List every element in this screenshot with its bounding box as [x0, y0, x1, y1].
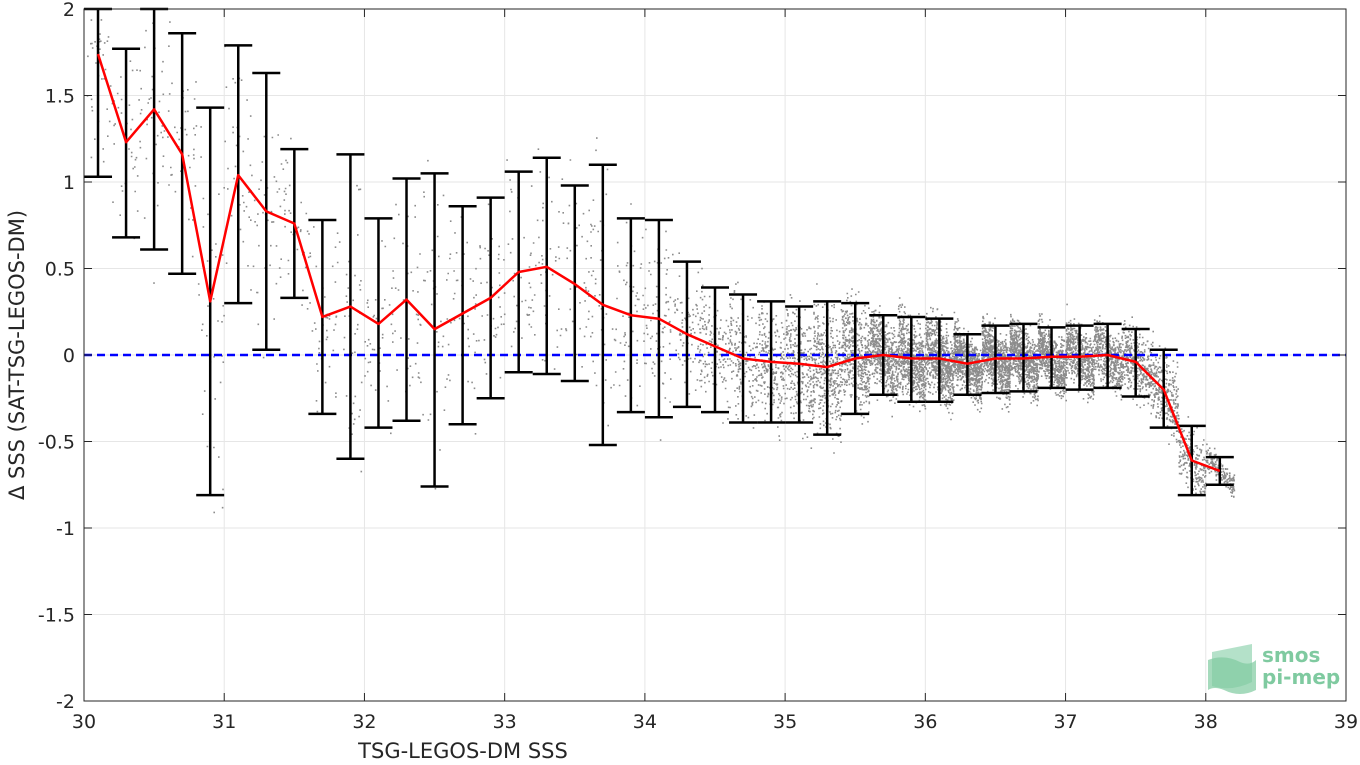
smos-pi-mep-logo: smos pi-mep: [1208, 643, 1340, 694]
x-tick-label: 38: [1194, 711, 1218, 733]
x-tick-label: 33: [493, 711, 517, 733]
x-tick-label: 31: [212, 711, 236, 733]
y-tick-label: 0: [63, 345, 75, 367]
error-bar: [925, 317, 954, 403]
y-tick-label: -0.5: [38, 432, 75, 454]
error-bar: [1205, 455, 1234, 486]
y-tick-label: -1: [56, 518, 75, 540]
x-axis-title: TSG-LEGOS-DM SSS: [357, 739, 568, 763]
x-tick-labels: 30 31 32 33 34 35 36 37 38 39: [72, 711, 1358, 733]
logo-text-line1: smos: [1262, 643, 1320, 667]
x-tick-label: 34: [633, 711, 657, 733]
logo-waves-icon: [1208, 644, 1256, 694]
y-tick-label: -2: [56, 691, 75, 713]
y-axis-title: Δ SSS (SAT-TSG-LEGOS-DM): [5, 210, 29, 500]
scatter-point-cloud: [86, 19, 1236, 514]
y-tick-label: 1.5: [45, 86, 75, 108]
y-tick-label: 2: [63, 0, 75, 21]
y-tick-label: 1: [63, 172, 75, 194]
scatter-points: [86, 19, 1236, 514]
x-tick-label: 37: [1053, 711, 1077, 733]
x-tick-label: 35: [773, 711, 797, 733]
logo-text-line2: pi-mep: [1262, 665, 1340, 689]
mean-line-path: [96, 53, 1221, 473]
x-tick-label: 36: [913, 711, 937, 733]
y-tick-label: 0.5: [45, 259, 75, 281]
y-tick-labels: 2 1.5 1 0.5 0 -0.5 -1 -1.5 -2: [38, 0, 75, 713]
mean-line: [96, 53, 1221, 473]
x-tick-label: 30: [72, 711, 96, 733]
x-tick-label: 32: [352, 711, 376, 733]
plot-frame: [83, 8, 1347, 702]
error-bar: [701, 286, 729, 414]
x-tick-label: 39: [1334, 711, 1358, 733]
error-bar: [448, 204, 477, 426]
y-tick-label: -1.5: [38, 605, 75, 627]
